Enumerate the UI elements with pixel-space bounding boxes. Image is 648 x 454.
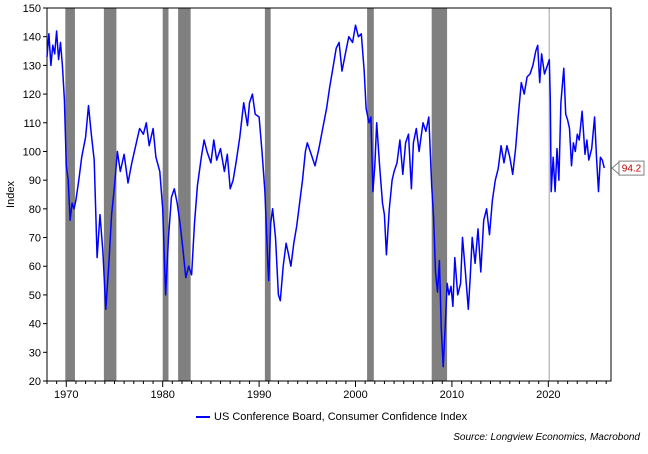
- legend-label: US Conference Board, Consumer Confidence…: [214, 411, 468, 423]
- y-tick-label: 90: [29, 175, 41, 187]
- x-tick-label: 2000: [343, 389, 367, 401]
- latest-value-marker: 94.2: [611, 160, 645, 176]
- recession-band: [264, 8, 271, 381]
- y-axis-label: Index: [5, 181, 17, 208]
- series-layer: [46, 24, 606, 368]
- recession-band: [65, 8, 75, 381]
- legend-swatch: [196, 416, 210, 418]
- recession-band: [178, 8, 191, 381]
- x-tick-label: 2010: [440, 389, 464, 401]
- plot-frame: [46, 7, 612, 382]
- x-tick-label: 1970: [54, 389, 78, 401]
- y-tick-label: 100: [23, 146, 41, 158]
- y-tick-label: 40: [29, 319, 41, 331]
- recession-band: [162, 8, 169, 381]
- y-tick-label: 80: [29, 204, 41, 216]
- y-tick-label: 120: [23, 89, 41, 101]
- latest-value-box: [618, 160, 645, 176]
- y-tick-label: 130: [23, 60, 41, 72]
- source-note: Source: Longview Economics, Macrobond: [453, 432, 640, 443]
- y-tick-label: 150: [23, 3, 41, 15]
- latest-value-text: 94.2: [622, 164, 642, 175]
- recession-band: [431, 8, 448, 381]
- y-tick-label: 20: [29, 376, 41, 388]
- x-axis-ticks: 1970 1980 1990 2000 2010 2020: [46, 381, 607, 401]
- y-tick-label: 30: [29, 347, 41, 359]
- series-line: [46, 24, 606, 368]
- y-tick-label: 60: [29, 261, 41, 273]
- x-tick-label: 1980: [150, 389, 174, 401]
- y-tick-label: 140: [23, 32, 41, 44]
- latest-value-arrow: [611, 161, 620, 176]
- y-tick-label: 70: [29, 233, 41, 245]
- y-tick-label: 110: [23, 118, 41, 130]
- x-tick-label: 1990: [247, 389, 271, 401]
- y-axis-ticks: 20 30 40 50 60 70 80 90 100 110 120 130 140 150: [23, 3, 47, 388]
- recession-band: [103, 8, 117, 381]
- x-tick-label: 2020: [536, 389, 560, 401]
- recession-bands: [65, 8, 448, 381]
- legend: US Conference Board, Consumer Confidence…: [196, 411, 467, 423]
- y-tick-label: 50: [29, 290, 41, 302]
- recession-band: [367, 8, 374, 381]
